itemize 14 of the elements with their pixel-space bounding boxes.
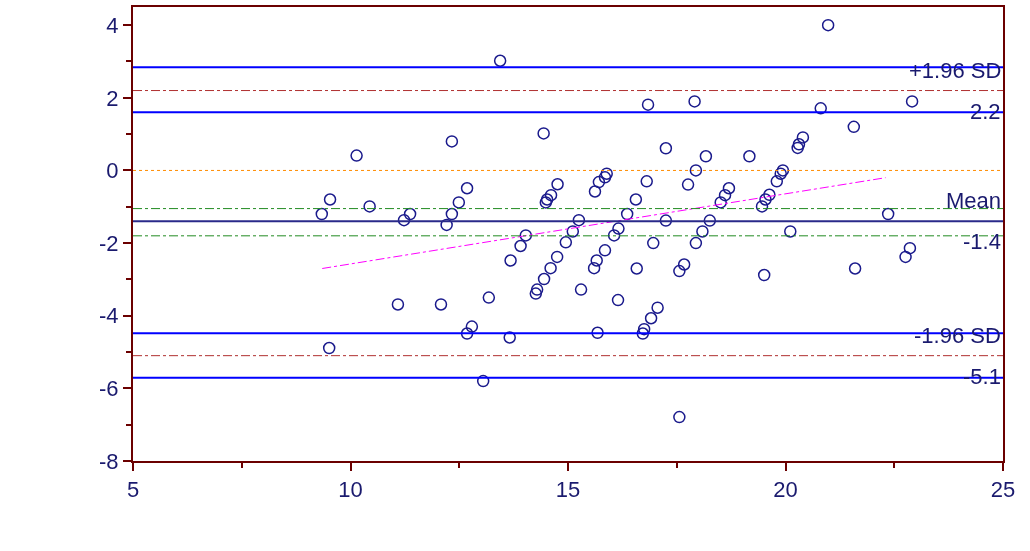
y-tick-label: -8 — [99, 448, 119, 474]
ref-line-label: Mean — [946, 188, 1002, 213]
annotation: -1.4 — [963, 229, 1001, 254]
y-tick-label: 2 — [106, 85, 119, 111]
y-tick-label: 4 — [106, 12, 119, 38]
y-tick-label: 0 — [106, 158, 119, 184]
x-tick-label: 10 — [338, 477, 363, 503]
y-tick-label: -6 — [99, 376, 119, 402]
x-tick-label: 15 — [555, 477, 581, 503]
y-tick-label: -4 — [99, 303, 119, 329]
y-tick-label: -2 — [99, 230, 119, 256]
x-tick-label: 20 — [773, 477, 798, 503]
x-tick-label: 5 — [126, 477, 140, 503]
x-tick-label: 25 — [990, 477, 1016, 503]
